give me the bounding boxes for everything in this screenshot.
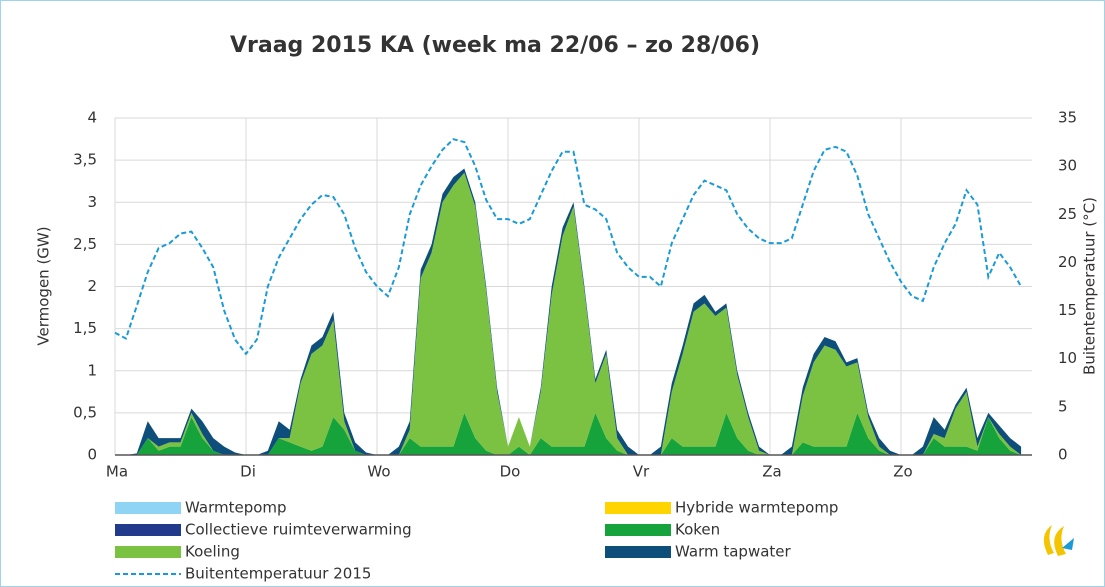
x-tick-label: Za xyxy=(762,463,781,481)
legend-swatch xyxy=(605,524,671,536)
y-tick-label: 3 xyxy=(87,193,97,211)
y2-axis-label: Buitentemperatuur (°C) xyxy=(1081,197,1099,375)
legend-label: Koeling xyxy=(185,543,240,561)
y-tick-label: 1,5 xyxy=(73,319,97,337)
legend-label: Koken xyxy=(675,521,720,539)
area xyxy=(115,412,1022,455)
area xyxy=(115,172,1022,455)
area xyxy=(115,168,1022,456)
legend-label: Warmtepomp xyxy=(185,499,287,517)
y-tick-label: 1 xyxy=(87,361,97,379)
y-tick-label: 2,5 xyxy=(73,235,97,253)
x-tick-label: Ma xyxy=(106,463,128,481)
x-tick-label: Do xyxy=(500,463,521,481)
y-tick-label: 3,5 xyxy=(73,151,97,169)
chart-title: Vraag 2015 KA (week ma 22/06 – zo 28/06) xyxy=(230,33,760,58)
legend-label: Warm tapwater xyxy=(675,543,792,561)
legend-swatch xyxy=(115,546,181,558)
x-tick-label: Zo xyxy=(893,463,912,481)
y2-tick-label: 35 xyxy=(1058,109,1077,127)
legend-label: Buitentemperatuur 2015 xyxy=(185,565,371,583)
y2-tick-label: 25 xyxy=(1058,205,1077,223)
y-tick-label: 0 xyxy=(87,446,97,464)
y-tick-label: 0,5 xyxy=(73,403,97,421)
y2-tick-label: 15 xyxy=(1058,301,1077,319)
logo xyxy=(1043,525,1074,556)
y2-tick-label: 0 xyxy=(1058,446,1068,464)
x-tick-label: Vr xyxy=(633,463,650,481)
y-axis-label: Vermogen (GW) xyxy=(35,226,53,345)
y-tick-label: 4 xyxy=(87,109,97,127)
y-tick-label: 2 xyxy=(87,277,97,295)
y2-tick-label: 10 xyxy=(1058,349,1077,367)
y2-tick-label: 30 xyxy=(1058,157,1077,175)
y2-tick-label: 5 xyxy=(1058,397,1068,415)
legend-swatch xyxy=(115,502,181,514)
legend-label: Hybride warmtepomp xyxy=(675,499,838,517)
legend-swatch xyxy=(605,546,671,558)
legend-label: Collectieve ruimteverwarming xyxy=(185,521,412,539)
line xyxy=(114,138,1022,356)
x-tick-label: Di xyxy=(240,463,256,481)
legend-swatch xyxy=(115,524,181,536)
x-tick-label: Wo xyxy=(367,463,390,481)
legend-swatch xyxy=(605,502,671,514)
y2-tick-label: 20 xyxy=(1058,253,1077,271)
